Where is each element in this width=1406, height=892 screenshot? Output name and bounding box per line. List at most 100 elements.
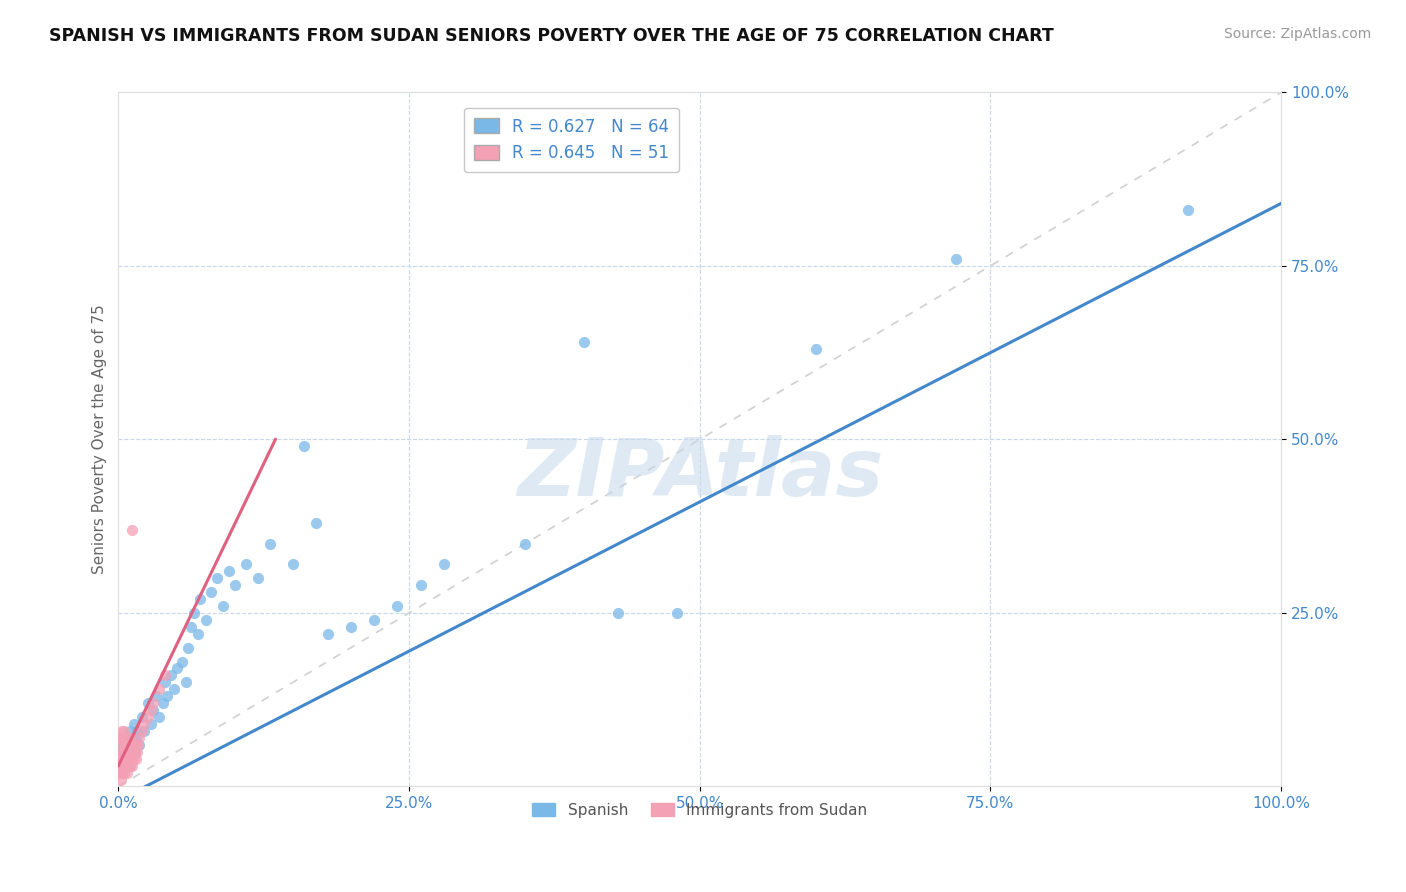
Point	[114, 745, 136, 759]
Point	[118, 752, 141, 766]
Point	[120, 758, 142, 772]
Point	[124, 745, 146, 759]
Point	[433, 558, 456, 572]
Point	[118, 758, 141, 772]
Point	[111, 738, 134, 752]
Point	[112, 752, 135, 766]
Point	[122, 738, 145, 752]
Point	[224, 578, 246, 592]
Point	[139, 703, 162, 717]
Point	[153, 668, 176, 682]
Point	[115, 745, 138, 759]
Point	[120, 723, 142, 738]
Point	[112, 745, 135, 759]
Point	[117, 745, 139, 759]
Point	[572, 335, 595, 350]
Point	[114, 731, 136, 745]
Point	[186, 627, 208, 641]
Point	[363, 613, 385, 627]
Point	[136, 696, 159, 710]
Point	[112, 758, 135, 772]
Point	[945, 252, 967, 266]
Point	[246, 571, 269, 585]
Point	[122, 752, 145, 766]
Point	[218, 564, 240, 578]
Point	[188, 592, 211, 607]
Point	[112, 758, 135, 772]
Point	[117, 758, 139, 772]
Point	[115, 752, 138, 766]
Point	[112, 731, 135, 745]
Point	[136, 710, 159, 724]
Point	[148, 710, 170, 724]
Point	[108, 765, 131, 780]
Y-axis label: Seniors Poverty Over the Age of 75: Seniors Poverty Over the Age of 75	[93, 304, 107, 574]
Point	[110, 745, 132, 759]
Point	[159, 668, 181, 682]
Point	[114, 758, 136, 772]
Point	[156, 690, 179, 704]
Point	[128, 738, 150, 752]
Point	[194, 613, 217, 627]
Point	[111, 765, 134, 780]
Point	[1177, 203, 1199, 218]
Point	[110, 758, 132, 772]
Point	[112, 738, 135, 752]
Point	[316, 627, 339, 641]
Point	[177, 640, 200, 655]
Point	[340, 620, 363, 634]
Point	[804, 342, 827, 356]
Point	[132, 717, 155, 731]
Point	[166, 661, 188, 675]
Point	[110, 731, 132, 745]
Point	[120, 745, 142, 759]
Text: SPANISH VS IMMIGRANTS FROM SUDAN SENIORS POVERTY OVER THE AGE OF 75 CORRELATION : SPANISH VS IMMIGRANTS FROM SUDAN SENIORS…	[49, 27, 1054, 45]
Point	[153, 675, 176, 690]
Point	[111, 723, 134, 738]
Point	[131, 723, 153, 738]
Point	[125, 723, 148, 738]
Point	[148, 682, 170, 697]
Point	[108, 752, 131, 766]
Point	[207, 571, 229, 585]
Point	[117, 738, 139, 752]
Point	[110, 772, 132, 787]
Point	[127, 738, 149, 752]
Point	[125, 745, 148, 759]
Point	[115, 765, 138, 780]
Point	[112, 731, 135, 745]
Point	[120, 738, 142, 752]
Point	[163, 682, 186, 697]
Point	[110, 745, 132, 759]
Point	[387, 599, 409, 613]
Point	[120, 731, 142, 745]
Point	[259, 536, 281, 550]
Point	[142, 696, 165, 710]
Point	[131, 710, 153, 724]
Point	[112, 765, 135, 780]
Point	[112, 723, 135, 738]
Point	[172, 655, 194, 669]
Point	[180, 620, 202, 634]
Point	[128, 731, 150, 745]
Point	[114, 752, 136, 766]
Point	[124, 745, 146, 759]
Point	[121, 745, 143, 759]
Point	[117, 731, 139, 745]
Point	[665, 606, 688, 620]
Point	[120, 745, 142, 759]
Point	[174, 675, 197, 690]
Point	[112, 738, 135, 752]
Point	[120, 752, 142, 766]
Point	[145, 690, 167, 704]
Point	[122, 717, 145, 731]
Text: Source: ZipAtlas.com: Source: ZipAtlas.com	[1223, 27, 1371, 41]
Point	[132, 723, 155, 738]
Point	[515, 536, 537, 550]
Point	[121, 731, 143, 745]
Point	[212, 599, 235, 613]
Point	[200, 585, 222, 599]
Point	[183, 606, 205, 620]
Point	[142, 703, 165, 717]
Point	[121, 523, 143, 537]
